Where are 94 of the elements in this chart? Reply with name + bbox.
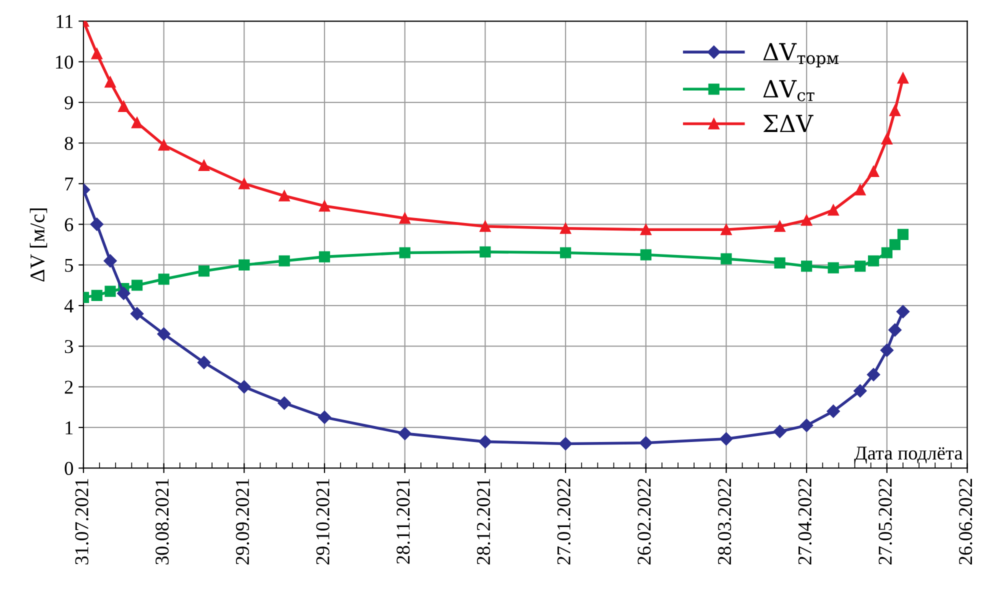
- point: [238, 380, 251, 394]
- point: [278, 190, 290, 202]
- x-tick-label: 28.11.2021: [396, 478, 410, 564]
- point: [888, 323, 902, 337]
- y-tick-label: 3: [64, 340, 73, 354]
- y-axis-title: ΔV [м/с]: [30, 208, 48, 282]
- point: [158, 140, 170, 151]
- x-tick-label: 29.10.2021: [316, 478, 330, 564]
- y-tick-label: 10: [56, 56, 74, 69]
- point: [828, 262, 839, 274]
- point: [198, 265, 210, 277]
- point: [640, 224, 652, 236]
- y-tick-label: 11: [56, 15, 73, 28]
- y-tick-label: 9: [64, 96, 73, 110]
- x-tick-label: 27.01.2022: [557, 478, 570, 564]
- point: [639, 436, 652, 450]
- legend-label: ΔV$_{ст}$: [763, 80, 814, 102]
- point: [881, 247, 892, 258]
- point: [399, 212, 410, 224]
- point: [854, 184, 866, 196]
- point: [880, 344, 894, 357]
- point: [318, 200, 330, 212]
- point: [896, 305, 910, 318]
- point: [868, 255, 880, 266]
- point: [104, 286, 116, 297]
- point: [560, 222, 572, 234]
- y-tick-label: 5: [65, 258, 73, 272]
- x-tick-label: 28.03.2022: [718, 478, 732, 564]
- point: [720, 224, 732, 236]
- point: [800, 418, 814, 432]
- y-tick-label: 0: [64, 462, 74, 476]
- point: [318, 410, 332, 424]
- x-axis-title: Дата подлёта: [854, 446, 963, 464]
- point: [854, 384, 867, 398]
- x-tick-label: 26.06.2022: [959, 478, 972, 564]
- point: [318, 251, 330, 262]
- point: [398, 426, 412, 440]
- x-tick-label: 27.04.2022: [798, 478, 812, 564]
- point: [130, 307, 144, 320]
- point: [881, 133, 892, 145]
- point: [198, 160, 210, 171]
- x-tick-label: 28.12.2021: [476, 478, 490, 564]
- x-tick-label: 26.02.2022: [638, 478, 651, 564]
- legend-label: ΔV$_{торм}$: [763, 43, 839, 68]
- point: [897, 72, 909, 84]
- point: [773, 424, 786, 438]
- point: [828, 204, 839, 216]
- point: [91, 290, 102, 301]
- point: [826, 404, 840, 418]
- point: [897, 228, 909, 240]
- point: [560, 247, 572, 258]
- point: [238, 259, 250, 270]
- point: [889, 104, 901, 116]
- point: [157, 327, 170, 341]
- y-tick-label: 7: [65, 178, 74, 190]
- y-tick-label: 4: [64, 300, 74, 312]
- point: [889, 239, 901, 250]
- x-tick-label: 31.07.2021: [75, 478, 88, 564]
- point: [104, 254, 117, 268]
- x-tick-label: 27.05.2022: [878, 478, 892, 564]
- point: [90, 218, 104, 231]
- point: [197, 356, 211, 370]
- point: [480, 220, 491, 232]
- point: [774, 220, 786, 232]
- point: [399, 247, 410, 258]
- point: [801, 214, 812, 226]
- y-tick-label: 1: [66, 421, 73, 434]
- point: [117, 286, 130, 300]
- point: [640, 249, 652, 260]
- legend-label: ΣΔV: [763, 114, 814, 132]
- point: [278, 396, 291, 410]
- point: [104, 76, 116, 88]
- y-tick-label: 2: [64, 380, 73, 394]
- point: [801, 260, 812, 272]
- y-tick-label: 6: [64, 218, 74, 232]
- x-tick-label: 30.08.2021: [156, 478, 169, 564]
- point: [720, 432, 733, 446]
- point: [158, 274, 170, 285]
- point: [238, 178, 250, 190]
- point: [558, 437, 572, 450]
- y-tick-label: 8: [64, 136, 74, 150]
- point: [131, 117, 143, 128]
- x-tick-label: 29.09.2021: [236, 478, 250, 564]
- point: [118, 100, 130, 112]
- point: [91, 48, 102, 60]
- point: [278, 255, 290, 266]
- point: [774, 257, 786, 268]
- point: [480, 246, 491, 258]
- point: [131, 280, 143, 291]
- point: [854, 260, 866, 272]
- point: [866, 368, 880, 382]
- point: [478, 435, 492, 448]
- point: [868, 166, 880, 178]
- point: [720, 253, 732, 264]
